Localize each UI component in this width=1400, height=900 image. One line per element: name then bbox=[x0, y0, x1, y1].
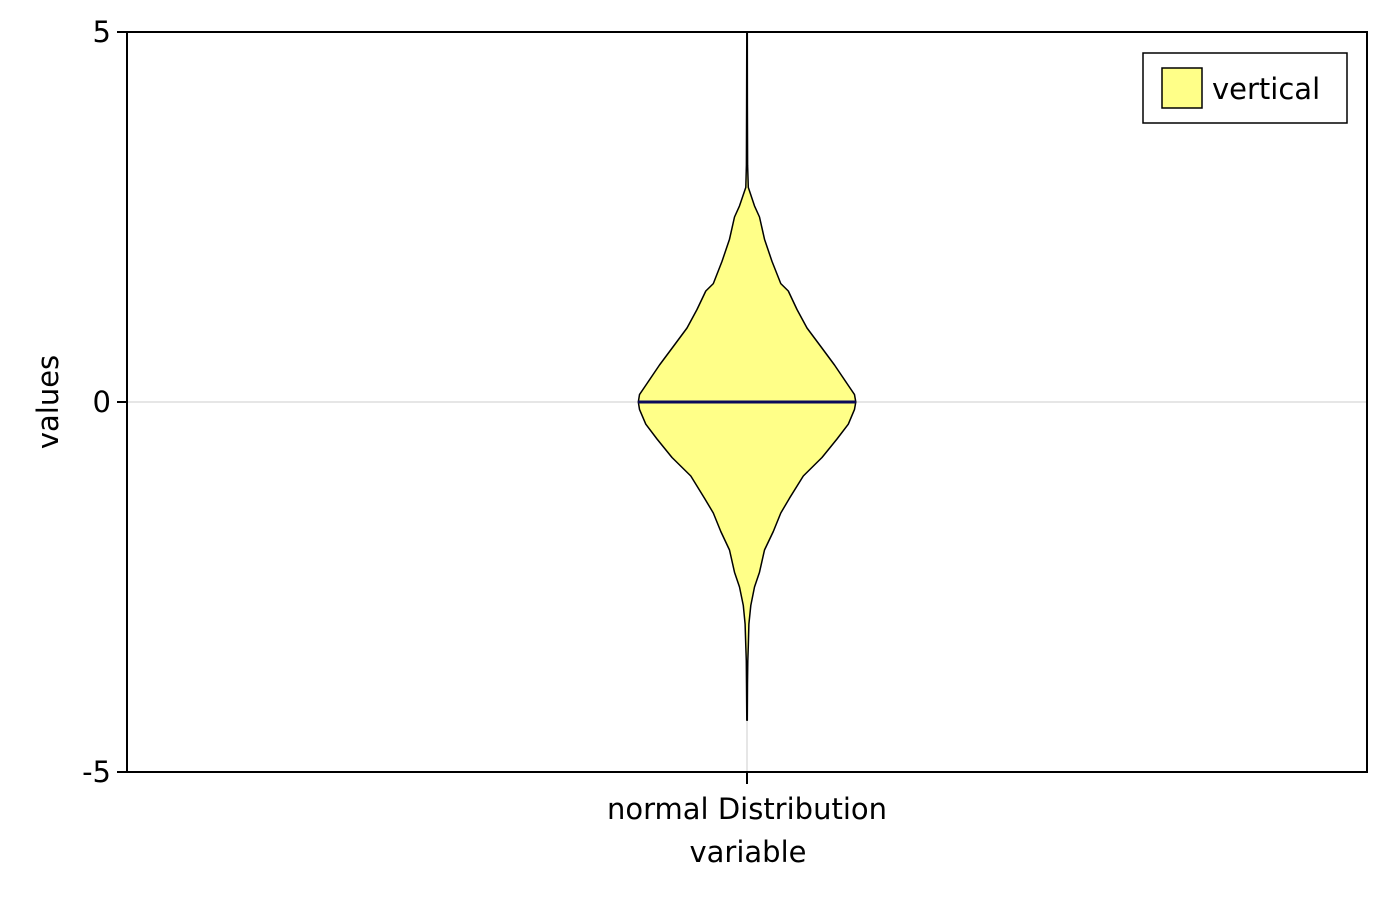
violin-plot bbox=[637, 31, 857, 721]
legend-swatch bbox=[1161, 67, 1203, 109]
y-tick-label: 0 bbox=[93, 385, 111, 419]
y-tick-label: 5 bbox=[93, 15, 111, 49]
y-axis-label: values bbox=[31, 355, 65, 449]
x-axis-label: variable bbox=[690, 835, 807, 869]
axes: 5 0 -5 normal Distribution bbox=[82, 15, 887, 826]
violin-body bbox=[637, 31, 857, 721]
legend-label: vertical bbox=[1212, 72, 1320, 106]
legend: vertical bbox=[1142, 52, 1348, 124]
y-tick-label: -5 bbox=[82, 755, 111, 789]
x-tick-label: normal Distribution bbox=[607, 792, 887, 826]
